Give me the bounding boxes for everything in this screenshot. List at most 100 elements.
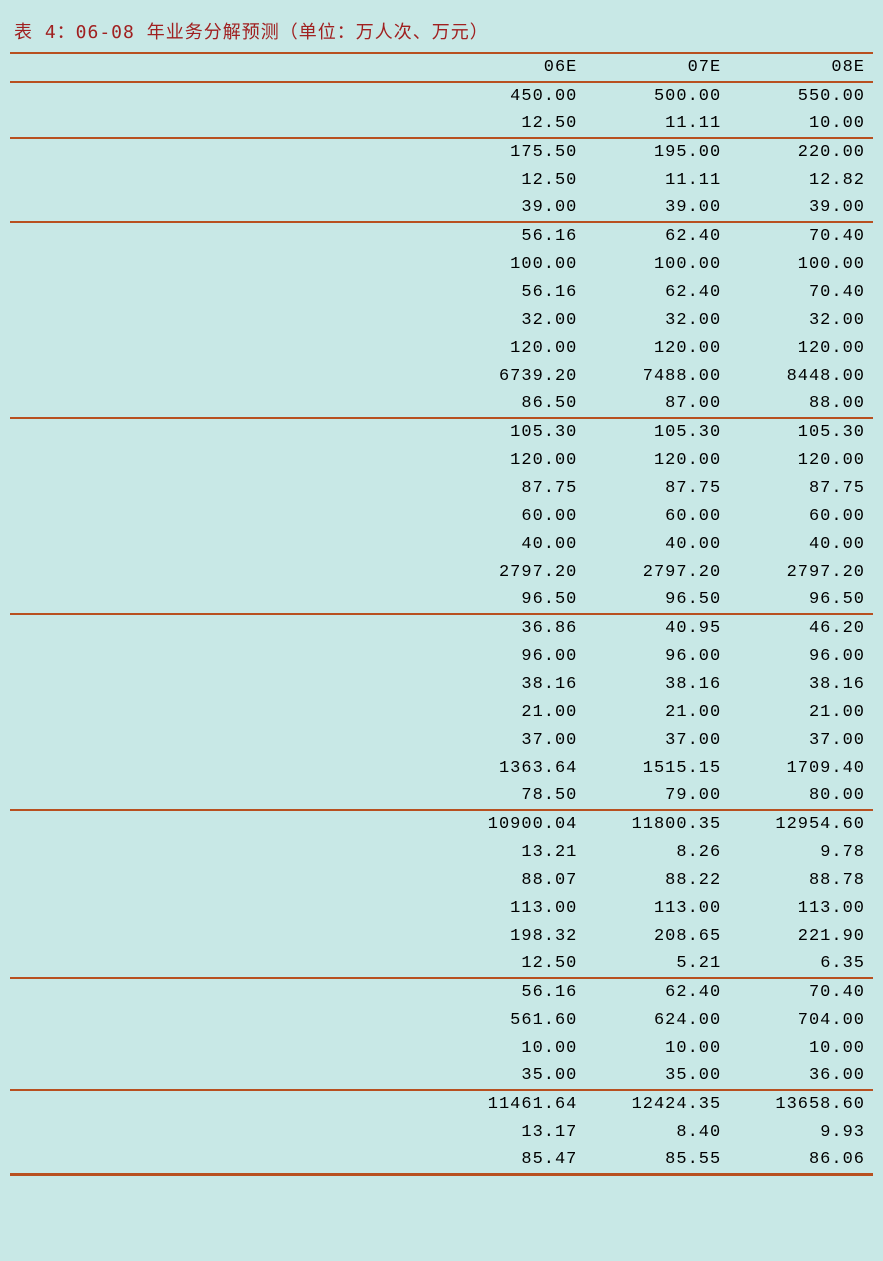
header-col-08e: 08E (729, 54, 873, 82)
data-cell: 100.00 (442, 250, 586, 278)
data-cell: 8.26 (585, 838, 729, 866)
forecast-table-container: 表 4：06-08 年业务分解预测（单位：万人次、万元） 06E 07E 08E… (10, 10, 873, 1176)
data-cell: 87.75 (585, 474, 729, 502)
data-cell: 40.00 (585, 530, 729, 558)
data-cell: 120.00 (442, 334, 586, 362)
data-cell: 96.00 (442, 642, 586, 670)
row-label-cell (10, 894, 442, 922)
header-col-06e: 06E (442, 54, 586, 82)
data-cell: 62.40 (585, 978, 729, 1006)
data-cell: 113.00 (585, 894, 729, 922)
data-cell: 10.00 (729, 1034, 873, 1062)
table-row: 38.1638.1638.16 (10, 670, 873, 698)
data-cell: 85.55 (585, 1146, 729, 1175)
table-row: 120.00120.00120.00 (10, 334, 873, 362)
data-cell: 105.30 (729, 418, 873, 446)
data-cell: 60.00 (442, 502, 586, 530)
row-label-cell (10, 1090, 442, 1118)
data-cell: 96.00 (585, 642, 729, 670)
row-label-cell (10, 950, 442, 978)
table-row: 175.50195.00220.00 (10, 138, 873, 166)
row-label-cell (10, 698, 442, 726)
row-label-cell (10, 866, 442, 894)
row-label-cell (10, 194, 442, 222)
header-label-cell (10, 54, 442, 82)
table-row: 85.4785.5586.06 (10, 1146, 873, 1175)
data-cell: 195.00 (585, 138, 729, 166)
row-label-cell (10, 166, 442, 194)
table-row: 86.5087.0088.00 (10, 390, 873, 418)
data-cell: 105.30 (442, 418, 586, 446)
table-row: 450.00500.00550.00 (10, 82, 873, 110)
table-row: 13.218.269.78 (10, 838, 873, 866)
table-row: 561.60624.00704.00 (10, 1006, 873, 1034)
data-cell: 12954.60 (729, 810, 873, 838)
data-cell: 2797.20 (729, 558, 873, 586)
row-label-cell (10, 1006, 442, 1034)
data-cell: 13.17 (442, 1118, 586, 1146)
data-cell: 624.00 (585, 1006, 729, 1034)
data-cell: 21.00 (585, 698, 729, 726)
table-row: 12.5011.1110.00 (10, 110, 873, 138)
data-cell: 39.00 (442, 194, 586, 222)
row-label-cell (10, 446, 442, 474)
data-cell: 37.00 (442, 726, 586, 754)
data-cell: 56.16 (442, 978, 586, 1006)
data-cell: 120.00 (729, 446, 873, 474)
row-label-cell (10, 362, 442, 390)
data-cell: 36.00 (729, 1062, 873, 1090)
data-cell: 96.00 (729, 642, 873, 670)
data-cell: 37.00 (729, 726, 873, 754)
data-cell: 1363.64 (442, 754, 586, 782)
table-row: 56.1662.4070.40 (10, 222, 873, 250)
data-cell: 86.50 (442, 390, 586, 418)
data-cell: 87.75 (729, 474, 873, 502)
data-cell: 88.07 (442, 866, 586, 894)
data-cell: 8.40 (585, 1118, 729, 1146)
table-row: 12.5011.1112.82 (10, 166, 873, 194)
table-row: 6739.207488.008448.00 (10, 362, 873, 390)
data-cell: 21.00 (442, 698, 586, 726)
table-row: 105.30105.30105.30 (10, 418, 873, 446)
data-cell: 35.00 (585, 1062, 729, 1090)
data-cell: 32.00 (585, 306, 729, 334)
table-row: 100.00100.00100.00 (10, 250, 873, 278)
table-row: 35.0035.0036.00 (10, 1062, 873, 1090)
data-cell: 10.00 (585, 1034, 729, 1062)
data-cell: 85.47 (442, 1146, 586, 1175)
data-cell: 10.00 (442, 1034, 586, 1062)
data-cell: 35.00 (442, 1062, 586, 1090)
row-label-cell (10, 838, 442, 866)
data-cell: 37.00 (585, 726, 729, 754)
row-label-cell (10, 110, 442, 138)
row-label-cell (10, 82, 442, 110)
data-cell: 56.16 (442, 278, 586, 306)
data-cell: 120.00 (442, 446, 586, 474)
table-row: 56.1662.4070.40 (10, 278, 873, 306)
table-row: 36.8640.9546.20 (10, 614, 873, 642)
data-cell: 86.06 (729, 1146, 873, 1175)
row-label-cell (10, 978, 442, 1006)
table-row: 113.00113.00113.00 (10, 894, 873, 922)
row-label-cell (10, 306, 442, 334)
row-label-cell (10, 922, 442, 950)
data-cell: 38.16 (442, 670, 586, 698)
data-cell: 36.86 (442, 614, 586, 642)
row-label-cell (10, 670, 442, 698)
data-cell: 13658.60 (729, 1090, 873, 1118)
data-cell: 88.22 (585, 866, 729, 894)
data-cell: 60.00 (729, 502, 873, 530)
table-row: 40.0040.0040.00 (10, 530, 873, 558)
data-cell: 70.40 (729, 222, 873, 250)
table-row: 60.0060.0060.00 (10, 502, 873, 530)
row-label-cell (10, 1034, 442, 1062)
data-cell: 100.00 (585, 250, 729, 278)
data-cell: 1515.15 (585, 754, 729, 782)
data-cell: 450.00 (442, 82, 586, 110)
row-label-cell (10, 418, 442, 446)
data-cell: 60.00 (585, 502, 729, 530)
table-row: 96.0096.0096.00 (10, 642, 873, 670)
row-label-cell (10, 222, 442, 250)
data-cell: 120.00 (585, 446, 729, 474)
data-cell: 12.50 (442, 110, 586, 138)
